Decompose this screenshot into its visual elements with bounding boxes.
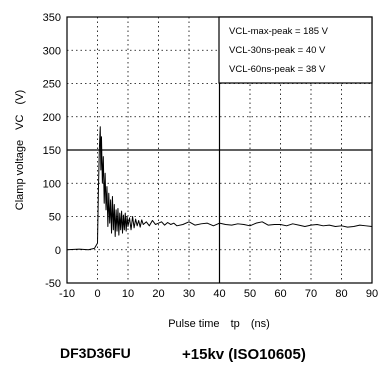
y-tick-label: 150 xyxy=(43,145,61,157)
grid xyxy=(67,17,372,283)
x-axis-label: Pulse time tp (ns) xyxy=(168,318,270,330)
x-tick-label: 70 xyxy=(305,288,317,300)
x-tick-label: -10 xyxy=(59,288,75,300)
x-tick-label: 80 xyxy=(335,288,347,300)
x-tick-label: 0 xyxy=(94,288,100,300)
x-tick-label: 30 xyxy=(183,288,195,300)
caption-test-condition: +15kv (ISO10605) xyxy=(182,346,306,363)
y-tick-label: 100 xyxy=(43,178,61,190)
x-tick-label: 20 xyxy=(152,288,164,300)
x-tick-label: 60 xyxy=(274,288,286,300)
caption-part-number: DF3D36FU xyxy=(60,345,131,361)
y-axis-unit: (V) xyxy=(14,90,26,105)
annotation-60ns-peak: VCL-60ns-peak = 38 V xyxy=(229,64,326,75)
x-tick-label: 40 xyxy=(213,288,225,300)
x-tick-label: 90 xyxy=(366,288,378,300)
annotation-30ns-peak: VCL-30ns-peak = 40 V xyxy=(229,45,326,56)
y-axis-title: Clamp voltage xyxy=(14,140,26,210)
x-tick-label: 10 xyxy=(122,288,134,300)
y-axis-label: Clamp voltage VC (V) xyxy=(14,90,26,210)
y-axis-symbol: VC xyxy=(14,114,26,129)
annotation-max-peak: VCL-max-peak = 185 V xyxy=(229,26,329,37)
series-line-0 xyxy=(66,126,373,251)
y-tick-label: -50 xyxy=(45,278,61,290)
tick-labels: -10 0 10 20 30 40 50 60 70 80 90 -50 0 50 100 150 200 250… xyxy=(43,12,378,300)
y-tick-label: 0 xyxy=(55,245,61,257)
y-tick-label: 50 xyxy=(49,212,61,224)
y-tick-label: 350 xyxy=(43,12,61,24)
x-axis-title: Pulse time xyxy=(168,318,219,330)
y-tick-label: 250 xyxy=(43,79,61,91)
x-axis-symbol: tp xyxy=(231,318,240,330)
legend: VCL-max-peak = 185 V VCL-30ns-peak = 40 … xyxy=(218,16,373,84)
x-axis-unit: (ns) xyxy=(251,318,270,330)
x-tick-label: 50 xyxy=(244,288,256,300)
y-tick-label: 200 xyxy=(43,112,61,124)
legend-box xyxy=(218,16,373,84)
y-tick-label: 300 xyxy=(43,45,61,57)
series-layer xyxy=(66,126,373,251)
svg-text:Clamp voltage VC (: Clamp voltage VC (V) xyxy=(14,90,26,210)
